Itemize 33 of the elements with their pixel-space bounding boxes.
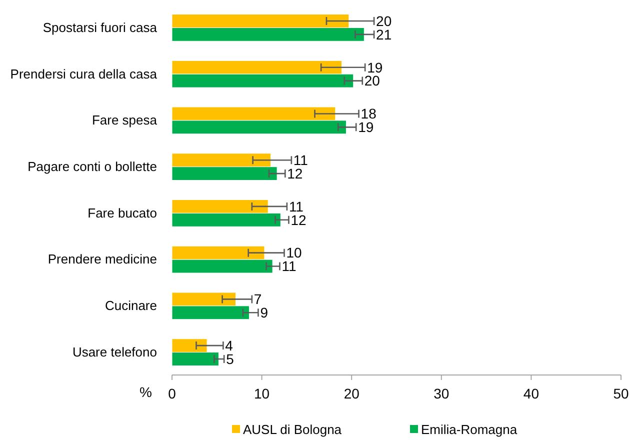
y-tick-label: Usare telefono: [72, 344, 157, 360]
x-tick-label: 30: [434, 385, 450, 402]
data-label: 19: [358, 119, 374, 136]
data-label: 21: [376, 26, 392, 42]
data-label: 20: [376, 12, 392, 29]
data-label: 12: [290, 212, 307, 228]
legend-label: Emilia-Romagna: [421, 422, 518, 437]
x-tick-label: 0: [168, 385, 176, 402]
y-tick-label: Fare bucato: [88, 205, 157, 220]
data-label: 20: [364, 72, 380, 89]
x-tick-label: 20: [344, 385, 360, 402]
y-tick-label: Pagare conti o bollette: [28, 158, 157, 174]
data-label: 11: [282, 258, 297, 274]
legend-label: AUSL di Bologna: [243, 422, 342, 437]
data-label: 9: [260, 304, 268, 321]
x-tick-label: 40: [523, 385, 540, 402]
x-axis-title: %: [140, 384, 152, 400]
y-tick-label: Prendere medicine: [48, 252, 157, 267]
data-label: 18: [360, 106, 377, 122]
data-label: 12: [287, 165, 303, 182]
data-label: 5: [226, 350, 234, 367]
data-label: 19: [367, 59, 383, 76]
data-label: 11: [288, 198, 304, 214]
y-tick-label: Spostarsi fuori casa: [42, 20, 158, 35]
data-label: 10: [286, 244, 302, 261]
y-tick-label: Fare spesa: [92, 112, 158, 128]
data-label: 4: [225, 337, 234, 354]
y-tick-label: Prendersi cura della casa: [10, 66, 158, 82]
data-label: 11: [293, 152, 308, 168]
y-tick-label: Cucinare: [104, 298, 157, 314]
data-label: 7: [254, 291, 262, 308]
x-tick-label: 10: [254, 385, 270, 402]
x-tick-label: 50: [613, 385, 629, 402]
